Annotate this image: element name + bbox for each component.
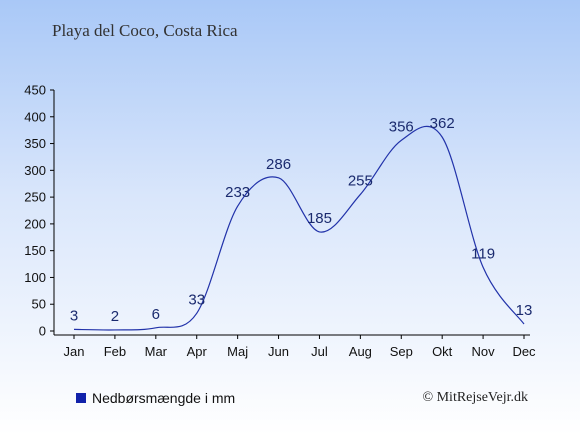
y-tick-label: 0 xyxy=(39,324,46,339)
data-label: 6 xyxy=(152,306,160,323)
x-tick-label: Dec xyxy=(512,344,536,359)
y-tick-label: 100 xyxy=(24,270,46,285)
x-tick-label: Mar xyxy=(145,344,168,359)
credit-text: © MitRejseVejr.dk xyxy=(422,390,528,405)
x-tick-label: Jun xyxy=(268,344,289,359)
data-label: 13 xyxy=(516,302,533,319)
x-tick-label: Nov xyxy=(472,344,496,359)
y-tick-label: 150 xyxy=(24,243,46,258)
legend-label: Nedbørsmængde i mm xyxy=(92,390,236,406)
chart-title: Playa del Coco, Costa Rica xyxy=(52,21,238,40)
x-tick-label: Maj xyxy=(227,344,248,359)
data-label: 119 xyxy=(471,245,495,262)
y-tick-label: 450 xyxy=(24,83,46,98)
y-tick-label: 50 xyxy=(32,297,46,312)
data-label: 2 xyxy=(111,308,119,325)
x-tick-label: Apr xyxy=(187,344,208,359)
y-tick-label: 250 xyxy=(24,190,46,205)
data-label: 356 xyxy=(389,118,414,135)
data-label: 255 xyxy=(348,172,373,189)
x-tick-label: Sep xyxy=(390,344,413,359)
y-tick-label: 200 xyxy=(24,216,46,231)
legend-swatch xyxy=(76,393,86,403)
x-tick-label: Feb xyxy=(104,344,126,359)
y-tick-label: 350 xyxy=(24,136,46,151)
x-tick-label: Aug xyxy=(349,344,372,359)
legend: Nedbørsmængde i mm xyxy=(76,390,235,406)
x-tick-label: Okt xyxy=(432,344,453,359)
x-tick-label: Jan xyxy=(64,344,85,359)
series-line-rainfall xyxy=(73,125,525,331)
data-label: 185 xyxy=(307,210,332,227)
y-tick-label: 400 xyxy=(24,109,46,124)
data-label: 3 xyxy=(70,307,78,324)
y-tick-label: 300 xyxy=(24,163,46,178)
data-label: 286 xyxy=(266,156,291,173)
data-label: 362 xyxy=(430,115,455,132)
x-tick-label: Jul xyxy=(311,344,328,359)
data-label: 33 xyxy=(188,291,205,308)
data-label: 233 xyxy=(225,184,250,201)
